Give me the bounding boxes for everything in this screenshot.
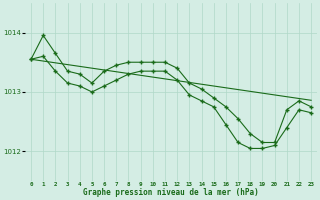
X-axis label: Graphe pression niveau de la mer (hPa): Graphe pression niveau de la mer (hPa)	[83, 188, 259, 197]
